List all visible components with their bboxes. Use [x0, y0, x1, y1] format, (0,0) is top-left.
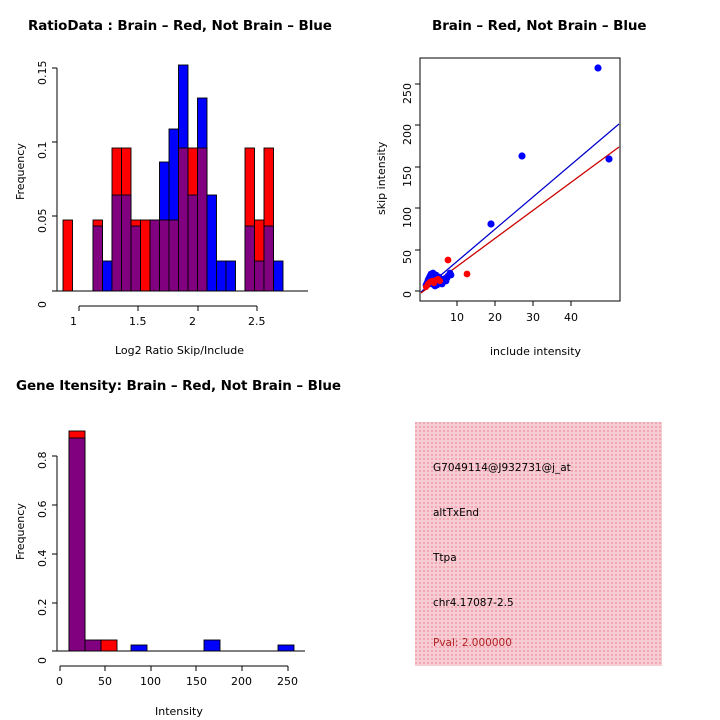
info-locus: chr4.17087-2.5 — [433, 597, 514, 609]
ratio-hist-xaxis — [78, 305, 258, 311]
scatter-ytick-5: 250 — [401, 83, 414, 104]
ratio-hist-xtick-1: 1.5 — [129, 315, 147, 328]
panel-gene-info: G7049114@J932731@j_at altTxEnd Ttpa chr4… — [415, 422, 662, 666]
gene-hist-xtick-4: 200 — [231, 675, 252, 688]
gene-hist-xaxis — [59, 665, 289, 671]
scatter-ytick-1: 50 — [401, 250, 414, 264]
info-pval: Pval: 2.000000 — [433, 637, 512, 649]
gene-hist-xtick-2: 100 — [140, 675, 161, 688]
scatter-ytick-0: 0 — [401, 291, 414, 298]
scatter-frame — [419, 57, 621, 302]
scatter-points-not-brain — [422, 64, 613, 290]
gene-hist-ytick-3: 0.6 — [36, 500, 49, 519]
gene-hist-xtick-1: 50 — [98, 675, 112, 688]
scatter-ytick-3: 150 — [401, 166, 414, 187]
scatter-points-brain — [422, 256, 471, 291]
ratio-hist-ytick-1: 0.05 — [36, 208, 49, 234]
ratio-hist-ytick-0: 0 — [36, 301, 49, 308]
ratio-hist-title: RatioData : Brain – Red, Not Brain – Blu… — [28, 18, 332, 34]
fit-line-blue — [420, 123, 620, 293]
ratio-hist-xtick-2: 2 — [189, 315, 196, 328]
ratio-hist-xtick-3: 2.5 — [248, 315, 266, 328]
ratio-hist-ytick-3: 0.15 — [36, 60, 49, 86]
scatter-xtick-1: 20 — [488, 311, 502, 324]
ratio-hist-xlabel: Log2 Ratio Skip/Include — [115, 344, 245, 357]
scatter-title: Brain – Red, Not Brain – Blue — [432, 18, 647, 34]
fit-line-red — [420, 146, 620, 294]
info-event-type: altTxEnd — [433, 507, 480, 519]
gene-hist-ytick-1: 0.2 — [36, 598, 49, 617]
ratio-hist-bars — [62, 64, 284, 292]
info-gene-symbol: Ttpa — [433, 552, 457, 564]
gene-hist-xtick-3: 150 — [186, 675, 207, 688]
ratio-hist-ytick-2: 0.1 — [36, 141, 49, 160]
scatter-fit-lines — [420, 123, 620, 294]
scatter-xtick-3: 40 — [564, 311, 578, 324]
panel-ratio-histogram: RatioData : Brain – Red, Not Brain – Blu… — [0, 0, 360, 360]
gene-hist-bars — [68, 430, 295, 652]
scatter-ytick-4: 200 — [401, 124, 414, 145]
panel-gene-intensity-histogram: Gene Itensity: Brain – Red, Not Brain – … — [0, 360, 360, 720]
gene-hist-xlabel: Intensity — [155, 705, 203, 718]
gene-hist-yaxis — [52, 455, 58, 652]
ratio-hist-yaxis — [52, 67, 58, 292]
panel-intensity-scatter: Brain – Red, Not Brain – Blue skip inten… — [360, 0, 720, 360]
ratio-hist-plot-area — [52, 64, 308, 311]
scatter-xlabel: include intensity — [490, 345, 582, 358]
scatter-xaxis-ticks — [456, 301, 572, 306]
gene-hist-ytick-0: 0 — [36, 657, 49, 664]
gene-hist-title: Gene Itensity: Brain – Red, Not Brain – … — [16, 378, 341, 394]
gene-hist-ytick-2: 0.4 — [36, 549, 49, 568]
gene-hist-ytick-4: 0.8 — [36, 451, 49, 470]
scatter-ytick-2: 100 — [401, 207, 414, 228]
gene-hist-xtick-0: 0 — [56, 675, 63, 688]
scatter-plot-area — [415, 57, 621, 306]
scatter-yaxis-ticks — [415, 83, 420, 292]
info-probe-id: G7049114@J932731@j_at — [433, 462, 571, 474]
scatter-xtick-0: 10 — [450, 311, 464, 324]
ratio-hist-xtick-0: 1 — [70, 315, 77, 328]
scatter-xtick-2: 30 — [526, 311, 540, 324]
gene-hist-xtick-5: 250 — [277, 675, 298, 688]
gene-hist-plot-area — [52, 430, 305, 671]
